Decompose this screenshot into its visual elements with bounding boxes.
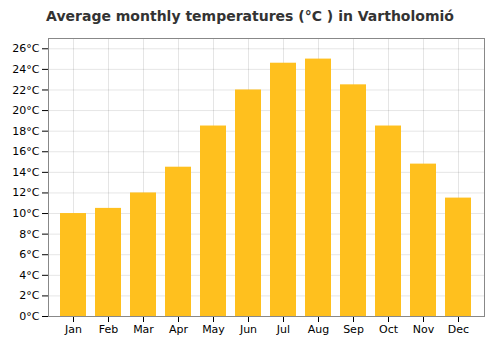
svg-text:Nov: Nov bbox=[413, 323, 435, 336]
svg-text:Feb: Feb bbox=[99, 323, 118, 336]
svg-text:12°C: 12°C bbox=[12, 186, 39, 199]
svg-text:Jun: Jun bbox=[239, 323, 257, 336]
svg-text:Oct: Oct bbox=[379, 323, 399, 336]
svg-text:Mar: Mar bbox=[133, 323, 154, 336]
svg-text:22°C: 22°C bbox=[12, 84, 39, 97]
svg-text:14°C: 14°C bbox=[12, 166, 39, 179]
svg-text:8°C: 8°C bbox=[19, 228, 39, 241]
svg-text:20°C: 20°C bbox=[12, 104, 39, 117]
svg-text:16°C: 16°C bbox=[12, 145, 39, 158]
svg-text:Jul: Jul bbox=[276, 323, 290, 336]
svg-text:May: May bbox=[202, 323, 225, 336]
svg-text:18°C: 18°C bbox=[12, 125, 39, 138]
svg-text:Sep: Sep bbox=[343, 323, 364, 336]
svg-text:24°C: 24°C bbox=[12, 63, 39, 76]
svg-text:0°C: 0°C bbox=[19, 310, 39, 323]
svg-text:Dec: Dec bbox=[448, 323, 469, 336]
html-text:Average monthly temperatures (: Average monthly temperatures (°C ) in Va… bbox=[46, 8, 454, 24]
svg-text:2°C: 2°C bbox=[19, 289, 39, 302]
svg-text:10°C: 10°C bbox=[12, 207, 39, 220]
svg-text:26°C: 26°C bbox=[12, 42, 39, 55]
svg-text:6°C: 6°C bbox=[19, 248, 39, 261]
svg-text:Jan: Jan bbox=[64, 323, 82, 336]
svg-text:4°C: 4°C bbox=[19, 269, 39, 282]
svg-text:Aug: Aug bbox=[308, 323, 329, 336]
svg-text:Apr: Apr bbox=[169, 323, 189, 336]
